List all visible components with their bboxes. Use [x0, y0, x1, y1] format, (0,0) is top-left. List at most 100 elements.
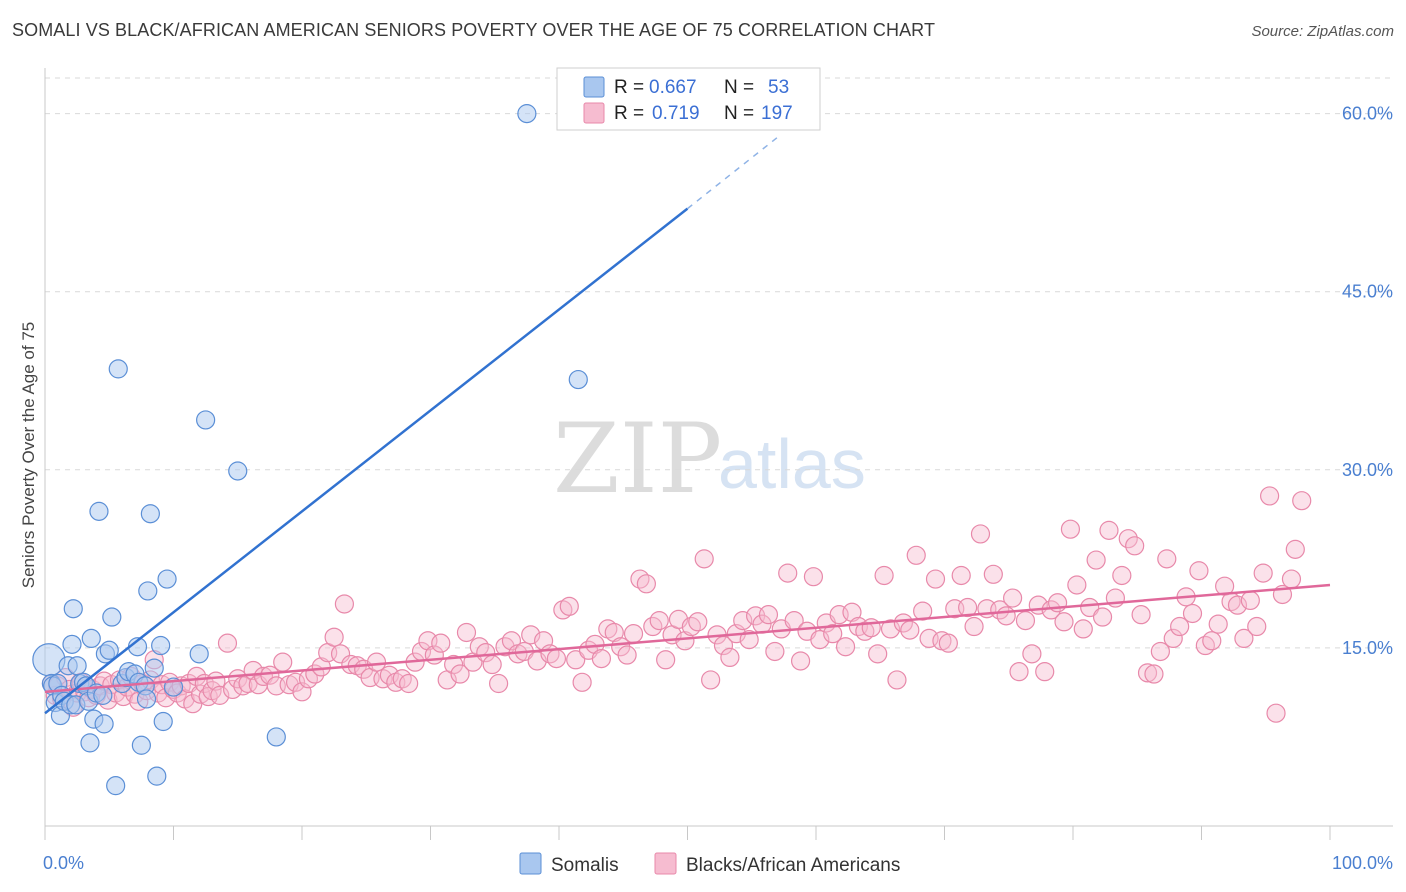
y-tick-label: 15.0%: [1342, 638, 1393, 658]
bottom-legend-black-swatch: [654, 852, 677, 875]
black-data-point: [925, 569, 946, 589]
y-tick-label: 30.0%: [1342, 460, 1393, 480]
black-trendline: [44, 583, 1331, 694]
somali-data-point: [147, 766, 167, 786]
black-data-point: [958, 597, 978, 618]
legend-somali-n-value: 53: [768, 77, 789, 98]
gridlines: [45, 77, 1393, 649]
somali-data-point: [196, 410, 216, 430]
somali-data-point: [102, 607, 122, 627]
black-data-point: [450, 664, 470, 684]
trendlines: [44, 136, 1331, 715]
somali-data-point: [153, 711, 173, 732]
black-data-point: [366, 652, 387, 672]
somali-data-point: [67, 656, 87, 676]
somali-series-points: [32, 104, 588, 796]
bottom-legend-somali-swatch: [519, 852, 542, 875]
black-data-point: [842, 602, 862, 622]
watermark-zip: ZIP: [553, 403, 722, 515]
black-data-point: [1266, 703, 1286, 723]
black-data-point: [399, 673, 419, 694]
black-data-point: [636, 574, 656, 594]
black-data-point: [1054, 612, 1074, 632]
black-data-point: [1022, 644, 1042, 664]
black-data-point: [739, 629, 759, 650]
black-data-point: [559, 596, 579, 616]
somali-data-point: [517, 104, 537, 124]
correlation-legend: R = 0.667 N = 53 R = 0.719 N = 197: [556, 67, 821, 131]
black-data-point: [431, 633, 451, 653]
black-data-point: [456, 622, 477, 643]
bottom-legend-black-label: Blacks/African Americans: [686, 855, 900, 876]
black-data-point: [868, 644, 888, 664]
black-data-point: [694, 549, 714, 569]
somali-data-point: [89, 501, 109, 521]
black-data-point: [217, 633, 238, 653]
black-data-point: [260, 665, 280, 685]
black-data-point: [1247, 616, 1267, 637]
black-data-point: [1035, 662, 1055, 682]
black-data-point: [1092, 607, 1113, 627]
black-data-point: [758, 605, 779, 625]
black-data-point: [190, 684, 211, 704]
black-data-point: [233, 676, 253, 696]
black-data-point: [951, 565, 971, 586]
black-data-point: [1150, 641, 1170, 662]
black-data-point: [604, 622, 624, 643]
black-data-point: [1003, 588, 1023, 608]
black-data-point: [1182, 603, 1203, 624]
legend-black-n-value: 197: [761, 103, 793, 124]
source-credit: Source: ZipAtlas.com: [1251, 23, 1394, 40]
legend-black-n-label: N =: [724, 103, 754, 124]
black-data-point: [906, 545, 926, 565]
legend-somali-swatch: [583, 76, 605, 98]
legend-somali-r-label: R =: [614, 77, 644, 98]
black-data-point: [572, 672, 592, 692]
black-data-point: [701, 670, 721, 690]
black-data-point: [1227, 595, 1248, 615]
black-data-point: [1125, 536, 1145, 556]
somali-data-point: [94, 714, 114, 734]
black-data-point: [765, 641, 785, 662]
black-data-point: [887, 670, 907, 690]
somali-data-point: [140, 504, 160, 524]
black-data-point: [1208, 614, 1228, 634]
black-data-point: [566, 650, 586, 670]
black-data-point: [938, 633, 958, 653]
black-data-point: [1157, 549, 1177, 569]
y-axis-title: Seniors Poverty Over the Age of 75: [19, 322, 38, 588]
somali-data-point: [81, 628, 101, 649]
black-data-point: [623, 624, 644, 644]
black-data-point: [964, 616, 984, 637]
somali-data-point: [189, 644, 209, 664]
black-data-point: [253, 666, 274, 687]
black-data-point: [1163, 628, 1183, 649]
black-data-point: [1067, 575, 1087, 595]
somali-data-point: [144, 658, 164, 678]
somali-data-point: [93, 685, 113, 705]
black-data-point: [1080, 597, 1100, 618]
black-data-point: [1137, 663, 1158, 683]
black-data-point: [476, 643, 496, 663]
bottom-legend-somali-label: Somalis: [551, 855, 619, 876]
black-data-point: [970, 524, 991, 544]
black-data-point: [983, 564, 1003, 584]
black-data-point: [444, 654, 464, 675]
somali-data-point: [228, 461, 248, 481]
black-data-point: [790, 651, 811, 671]
black-data-point: [1099, 520, 1119, 540]
legend-black-r-label: R =: [614, 103, 644, 124]
black-data-point: [900, 620, 920, 640]
black-data-point: [835, 637, 856, 657]
somali-data-point: [138, 581, 158, 601]
black-data-point: [1189, 561, 1209, 581]
series-legend: Somalis Blacks/African Americans: [519, 852, 900, 876]
black-data-point: [273, 652, 293, 672]
black-data-point: [675, 631, 695, 651]
black-data-point: [324, 627, 344, 647]
black-data-point: [656, 650, 676, 670]
somali-data-point: [62, 634, 82, 654]
black-data-point: [482, 654, 502, 675]
black-data-point: [285, 672, 306, 692]
